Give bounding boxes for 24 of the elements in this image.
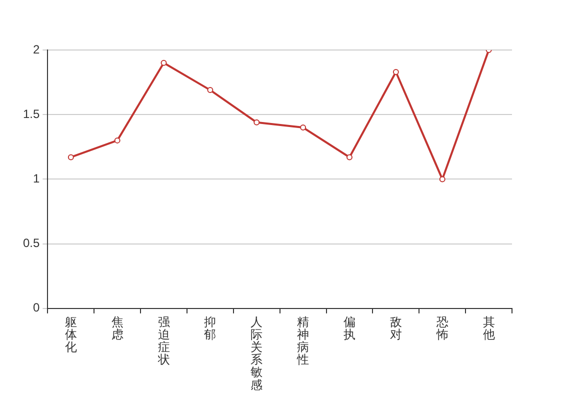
point: [392, 68, 399, 75]
point: [114, 137, 120, 144]
x-tick-label: 偏执: [343, 314, 356, 342]
point: [300, 124, 306, 131]
y-tick-label: 1: [32, 172, 40, 186]
y-tick-label: 0: [32, 300, 40, 315]
x-tick-label: 抑郁: [204, 314, 216, 342]
x-tick-label: 其他: [482, 314, 495, 342]
point: [254, 119, 260, 126]
y-tick-label: 2: [32, 42, 40, 56]
x-tick-label: 躯体化: [64, 314, 77, 354]
point: [160, 60, 167, 66]
x-tick-label: 敌对: [390, 314, 402, 342]
x-tick-label: 精神病性: [296, 314, 310, 367]
x-tick-label: 人际关系敏感: [250, 314, 263, 392]
point: [439, 176, 446, 182]
x-tick-label: 强迫症状: [156, 314, 170, 367]
point: [68, 154, 74, 160]
y-tick-label: 0.5: [22, 236, 40, 250]
x-tick-label: 恐怖: [435, 314, 448, 342]
point: [346, 154, 352, 160]
x-tick-label: 焦虑: [111, 314, 124, 342]
point: [207, 87, 214, 94]
y-tick-label: 1.5: [22, 106, 40, 121]
